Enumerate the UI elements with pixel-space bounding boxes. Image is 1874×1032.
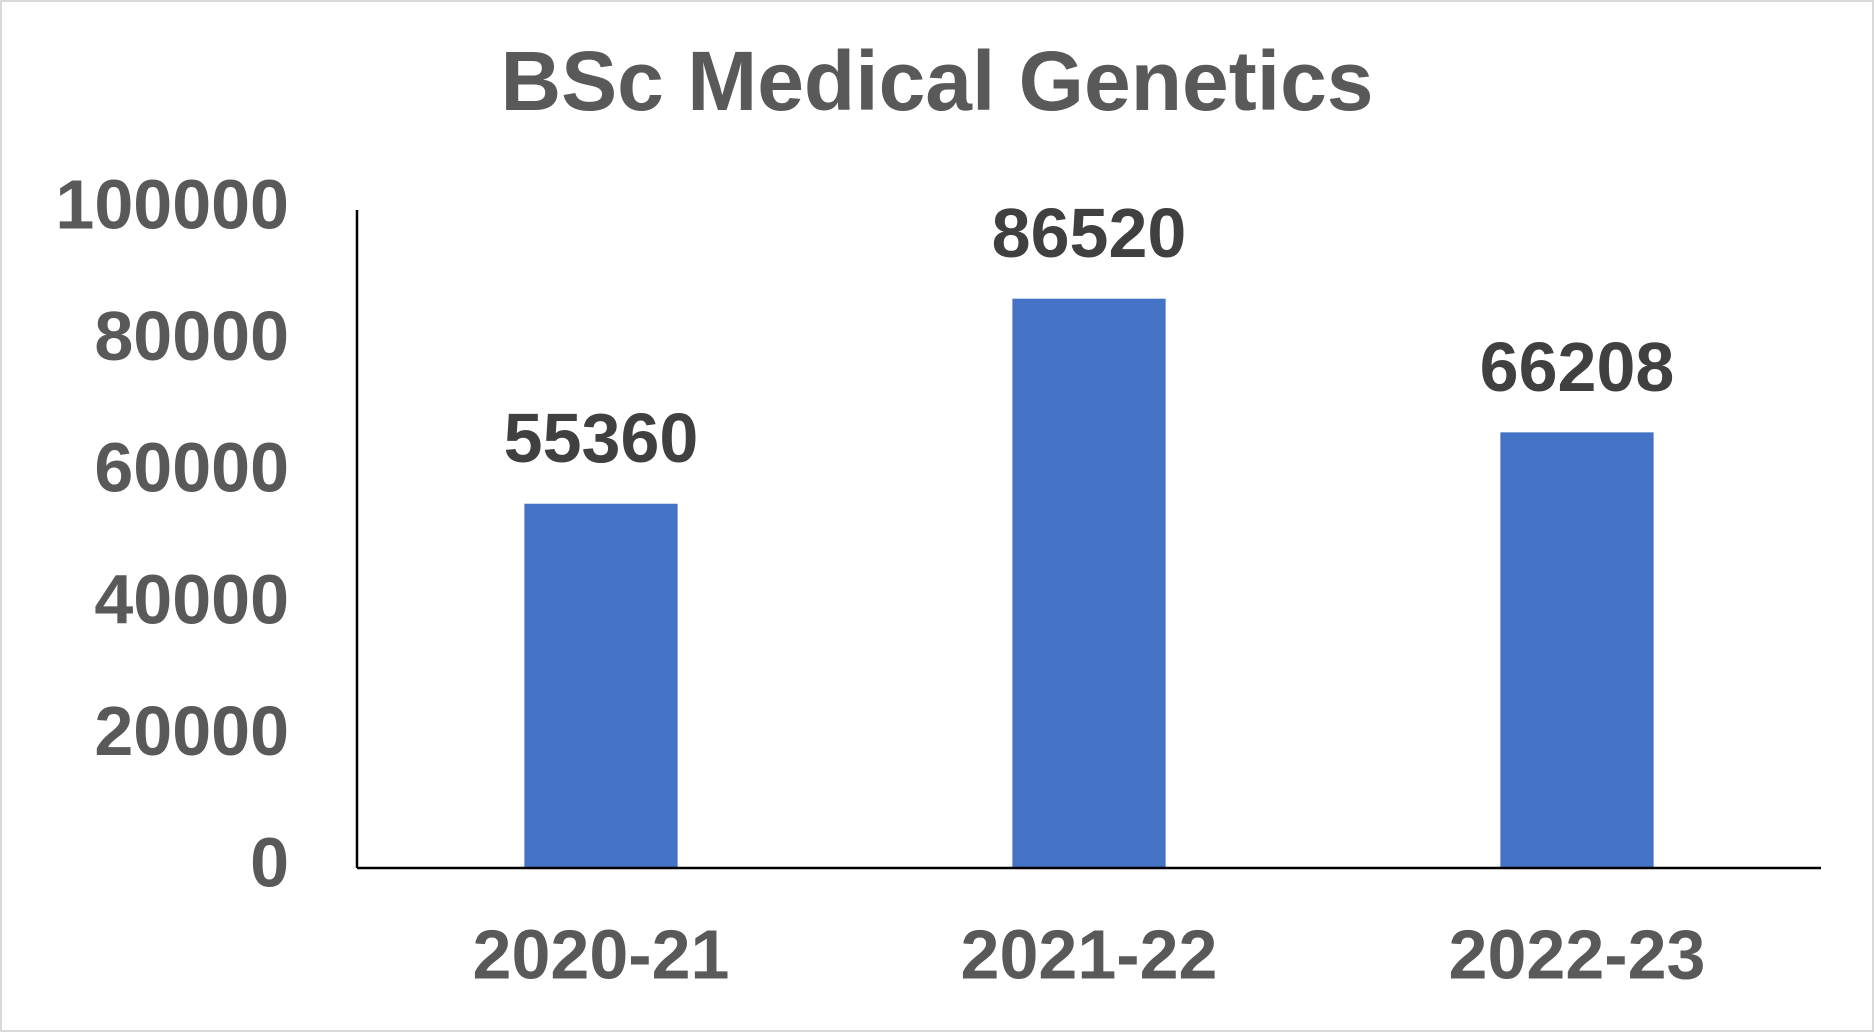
x-tick-label: 2020-21 (473, 915, 730, 993)
y-tick-label: 40000 (94, 560, 289, 638)
y-tick-label: 0 (250, 823, 289, 901)
x-tick-label: 2022-23 (1449, 915, 1706, 993)
y-tick-label: 60000 (94, 429, 289, 507)
bar (524, 503, 678, 868)
y-tick-label: 100000 (55, 165, 289, 243)
bar (1500, 432, 1654, 868)
y-tick-label: 20000 (94, 692, 289, 770)
data-label: 55360 (504, 399, 699, 477)
x-tick-label: 2021-22 (961, 915, 1218, 993)
data-label: 86520 (992, 194, 1187, 272)
bar (1012, 298, 1166, 869)
chart-title: BSc Medical Genetics (500, 34, 1373, 128)
data-label: 66208 (1480, 328, 1675, 406)
y-tick-label: 80000 (94, 297, 289, 375)
